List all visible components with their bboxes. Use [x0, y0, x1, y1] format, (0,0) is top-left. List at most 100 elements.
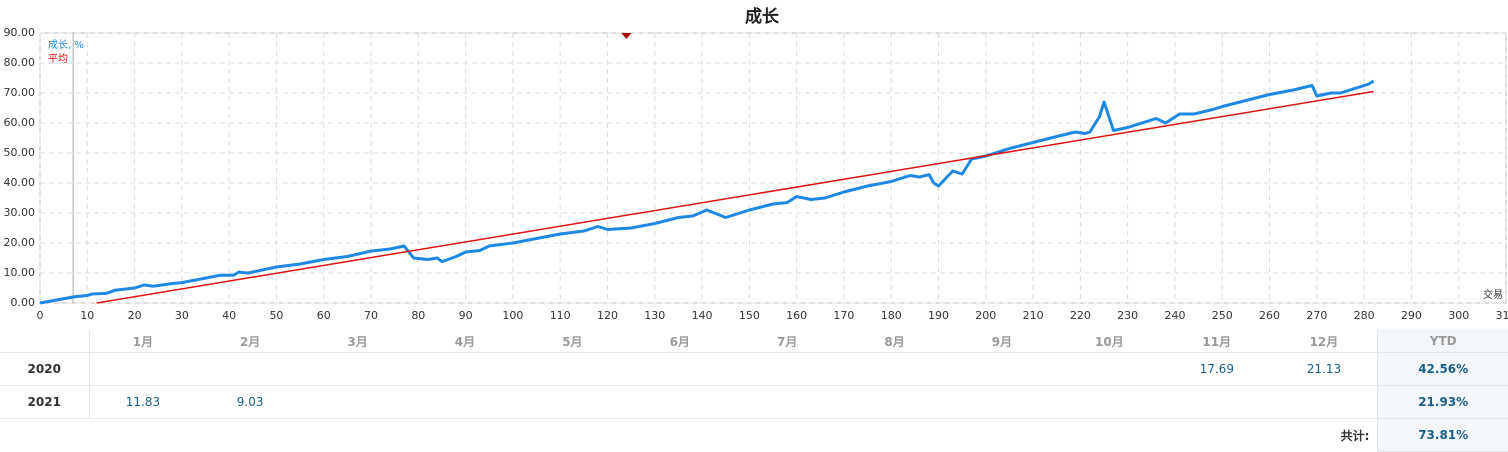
column-header: 3月	[303, 330, 412, 353]
legend-label: 平均	[48, 53, 68, 65]
total-value: 73.81%	[1377, 418, 1508, 452]
x-tick-label: 40	[222, 309, 236, 322]
column-header: 7月	[733, 330, 841, 353]
column-header: 4月	[411, 330, 519, 353]
month-value	[840, 385, 949, 419]
x-tick-label: 300	[1448, 309, 1469, 322]
ytd-value: 21.93%	[1377, 385, 1508, 419]
x-tick-label: 270	[1306, 309, 1327, 322]
x-tick-label: 20	[128, 309, 142, 322]
x-tick-label: 170	[833, 309, 854, 322]
column-header: YTD	[1377, 330, 1508, 353]
column-header: 10月	[1055, 330, 1164, 353]
total-label: 共计:	[1340, 428, 1370, 443]
y-tick-label: 20.00	[4, 236, 36, 249]
month-value	[518, 352, 627, 386]
x-tick-label: 10	[80, 309, 94, 322]
chart-title: 成长	[745, 6, 780, 27]
total-row: 共计: 73.81%	[0, 418, 1508, 452]
month-value	[1270, 385, 1378, 419]
y-tick-label: 50.00	[4, 146, 36, 159]
month-value	[1055, 385, 1164, 419]
corner-cell	[0, 330, 90, 353]
x-axis-label: 交易	[1483, 288, 1503, 301]
month-value	[411, 385, 519, 419]
year-row: 2020 17.69 21.13 42.56%	[0, 352, 1508, 386]
column-header: 9月	[948, 330, 1056, 353]
month-value	[518, 385, 627, 419]
x-tick-label: 30	[175, 309, 189, 322]
month-value	[948, 385, 1056, 419]
x-tick-label: 280	[1354, 309, 1375, 322]
month-value	[733, 385, 841, 419]
x-tick-label: 110	[550, 309, 571, 322]
series-line	[96, 90, 1374, 304]
y-tick-label: 80.00	[4, 56, 36, 69]
month-value	[196, 352, 304, 386]
chart: 成长 交易 0.00 10.00 20.00 30.00 40.00 50.00 60.00…	[4, 6, 1508, 322]
x-tick-label: 310	[1496, 309, 1508, 322]
x-tick-label: 160	[786, 309, 807, 322]
year-label: 2021	[0, 385, 90, 419]
x-tick-label: 260	[1259, 309, 1280, 322]
x-tick-label: 130	[644, 309, 665, 322]
month-value	[948, 352, 1056, 386]
column-header: 1月	[89, 330, 197, 353]
column-header: 8月	[840, 330, 949, 353]
x-tick-label: 90	[459, 309, 473, 322]
x-tick-label: 120	[597, 309, 618, 322]
x-tick-label: 100	[502, 309, 523, 322]
x-tick-label: 220	[1070, 309, 1091, 322]
x-tick-label: 190	[928, 309, 949, 322]
series-line	[39, 79, 1375, 305]
ytd-value: 42.56%	[1377, 352, 1508, 386]
column-header: 6月	[626, 330, 734, 353]
y-tick-label: 70.00	[4, 86, 36, 99]
column-header: 5月	[518, 330, 627, 353]
x-tick-label: 290	[1401, 309, 1422, 322]
x-tick-label: 230	[1117, 309, 1138, 322]
x-tick-label: 240	[1164, 309, 1185, 322]
month-value	[1055, 352, 1164, 386]
y-tick-label: 10.00	[4, 266, 36, 279]
x-tick-label: 210	[1023, 309, 1044, 322]
month-value: 17.69	[1163, 352, 1271, 386]
month-value	[626, 385, 734, 419]
x-tick-label: 60	[317, 309, 331, 322]
month-value	[626, 352, 734, 386]
x-tick-label: 200	[975, 309, 996, 322]
column-header: 2月	[196, 330, 304, 353]
column-header: 12月	[1270, 330, 1378, 353]
month-value	[733, 352, 841, 386]
x-tick-label: 180	[881, 309, 902, 322]
y-tick-label: 60.00	[4, 116, 36, 129]
month-value	[411, 352, 519, 386]
column-header: 11月	[1163, 330, 1271, 353]
month-value: 11.83	[89, 385, 197, 419]
year-label: 2020	[0, 352, 90, 386]
x-tick-label: 50	[269, 309, 283, 322]
y-tick-label: 0.00	[11, 296, 36, 309]
x-tick-label: 0	[37, 309, 44, 322]
legend-label: 成长, %	[48, 39, 84, 51]
y-tick-label: 40.00	[4, 176, 36, 189]
top-marker	[621, 33, 632, 39]
month-value	[303, 352, 412, 386]
x-tick-label: 250	[1212, 309, 1233, 322]
month-value	[303, 385, 412, 419]
year-row: 2021 11.83 9.03 21.93%	[0, 385, 1508, 419]
month-value	[1163, 385, 1271, 419]
month-value: 21.13	[1270, 352, 1378, 386]
monthly-table: 1月 2月 3月 4月 5月 6月 7月 8月 9月 10月 11月 12月 YTD 2020 17.69 2…	[0, 330, 1508, 452]
plot-frame	[39, 32, 1507, 304]
y-tick-label: 90.00	[4, 26, 36, 39]
x-tick-label: 80	[411, 309, 425, 322]
header-row: 1月 2月 3月 4月 5月 6月 7月 8月 9月 10月 11月 12月 YTD	[0, 330, 1508, 353]
x-tick-label: 150	[739, 309, 760, 322]
month-value	[840, 352, 949, 386]
x-tick-label: 70	[364, 309, 378, 322]
month-value: 9.03	[196, 385, 304, 419]
month-value	[89, 352, 197, 386]
y-tick-label: 30.00	[4, 206, 36, 219]
